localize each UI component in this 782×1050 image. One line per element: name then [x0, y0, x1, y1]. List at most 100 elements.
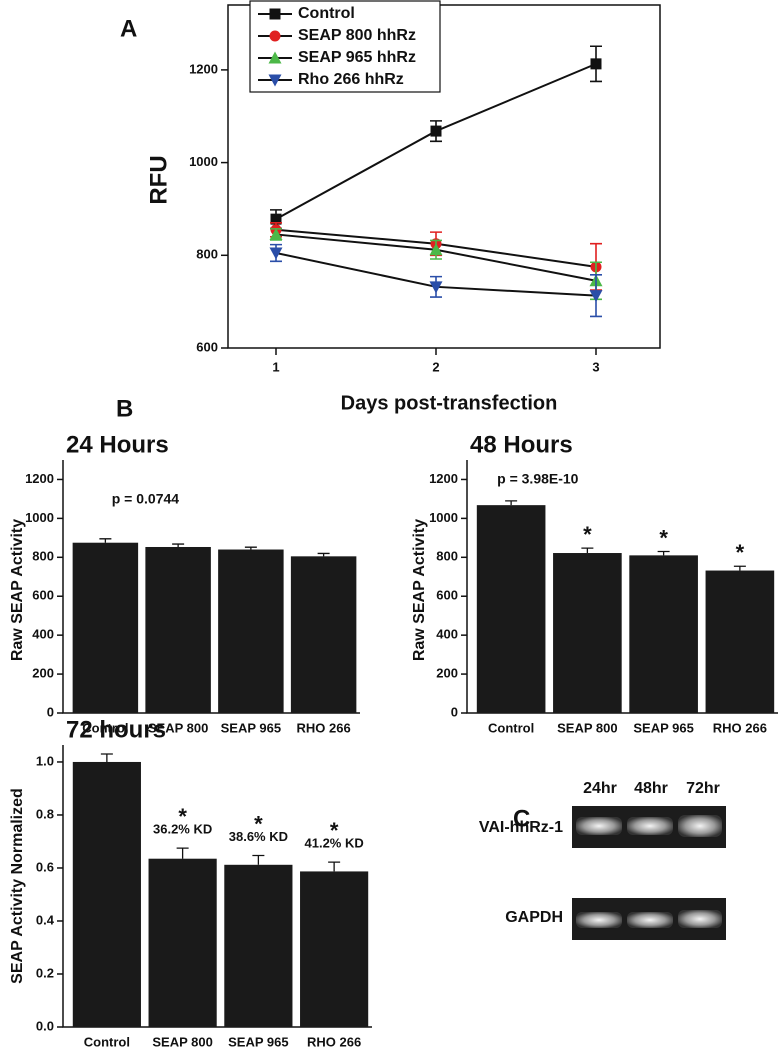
error-bar — [657, 550, 670, 556]
bar — [148, 858, 217, 1027]
marker — [430, 125, 442, 137]
x-tick-label: Control — [82, 720, 128, 735]
lane-label: 24hr — [583, 780, 617, 797]
bar-note: 36.2% KD — [153, 822, 212, 837]
y-tick-label: 1000 — [25, 510, 54, 525]
chart-title: 48 Hours — [470, 431, 573, 458]
x-tick-label: SEAP 965 — [228, 1034, 288, 1049]
marker — [589, 290, 603, 303]
y-tick-label: 600 — [436, 588, 458, 603]
y-tick-label: 1200 — [189, 61, 218, 76]
bar — [300, 871, 369, 1027]
x-tick-label: 2 — [432, 359, 439, 374]
bar — [72, 761, 141, 1027]
legend-label: Rho 266 hhRz — [298, 71, 404, 88]
chart-title: 24 Hours — [66, 431, 169, 458]
bar — [290, 556, 357, 713]
annotation: p = 3.98E-10 — [497, 471, 579, 487]
legend-label: Control — [298, 5, 355, 22]
y-tick-label: 200 — [436, 666, 458, 681]
y-tick-label: 1000 — [429, 510, 458, 525]
significance-mark: * — [330, 818, 339, 843]
significance-mark: * — [583, 522, 592, 547]
significance-mark: * — [659, 525, 668, 550]
bar — [218, 549, 284, 713]
gel-band — [627, 817, 673, 835]
gel-panel: C 24hr 48hr 72hr VAI-hhRz-1 GAPDH — [479, 780, 726, 940]
y-axis-label: Raw SEAP Activity — [9, 519, 26, 661]
gel-band — [576, 912, 622, 928]
lane-label: 72hr — [686, 780, 720, 797]
error-bar — [733, 565, 746, 571]
y-tick-label: 200 — [32, 666, 54, 681]
chart: B 0 200 400 600 800 1000 1200 24 Hours Raw SEAP A… — [9, 395, 360, 735]
marker — [590, 58, 602, 70]
y-tick-label: 0 — [451, 704, 458, 719]
error-bar — [244, 546, 257, 550]
y-tick-label: 1200 — [25, 471, 54, 486]
x-tick-label: SEAP 800 — [152, 1034, 212, 1049]
y-tick-label: 600 — [32, 588, 54, 603]
error-bar — [176, 847, 189, 859]
y-tick-label: 0.8 — [36, 806, 54, 821]
lane-label: 48hr — [634, 780, 668, 797]
marker — [270, 213, 282, 225]
legend: Control SEAP 800 hhRz SEAP 965 hhRz Rho 266… — [249, 0, 441, 93]
gel-band — [576, 817, 622, 835]
error-bar — [172, 543, 185, 547]
panel-label: A — [120, 15, 137, 42]
significance-mark: * — [736, 540, 745, 565]
marker — [429, 243, 443, 256]
annotation: p = 0.0744 — [112, 491, 180, 507]
y-tick-label: 0.6 — [36, 859, 54, 874]
x-tick-label: SEAP 800 — [557, 720, 617, 735]
x-tick-label: RHO 266 — [307, 1034, 361, 1049]
bar — [705, 570, 775, 713]
plot-frame — [227, 4, 661, 349]
error-bar — [252, 854, 265, 865]
chart: 0.0 0.2 0.4 0.6 0.8 1.0 72 hours SEAP Activity … — [9, 716, 372, 1049]
x-tick-label: Control — [84, 1034, 130, 1049]
bar-note: 41.2% KD — [305, 836, 364, 851]
bar — [145, 546, 211, 713]
x-tick-label: Control — [488, 720, 534, 735]
y-tick-label: 1000 — [189, 154, 218, 169]
legend-label: SEAP 800 hhRz — [298, 27, 416, 44]
row-label: GAPDH — [505, 909, 563, 926]
significance-mark: * — [254, 811, 263, 836]
y-tick-label: 400 — [436, 627, 458, 642]
chart: 0 200 400 600 800 1000 1200 48 Hours Raw SEAP Ac… — [411, 431, 778, 735]
error-bar — [505, 500, 518, 506]
marker — [269, 8, 281, 20]
y-tick-label: 0.4 — [36, 912, 55, 927]
bar — [629, 555, 698, 713]
x-tick-label: RHO 266 — [713, 720, 767, 735]
error-bar — [99, 538, 112, 543]
x-tick-label: 3 — [592, 359, 599, 374]
chart: A 600 800 1000 1200 1 2 3 RFU Days post-transfect… — [120, 0, 661, 414]
x-tick-label: SEAP 800 — [148, 720, 208, 735]
row-label: VAI-hhRz-1 — [479, 819, 563, 836]
gel-band — [678, 815, 722, 837]
y-tick-label: 800 — [196, 247, 218, 262]
panel-label: B — [116, 395, 133, 422]
y-tick-label: 800 — [32, 549, 54, 564]
y-tick-label: 400 — [32, 627, 54, 642]
error-bar — [581, 547, 594, 554]
marker — [269, 30, 281, 42]
x-tick-label: 1 — [272, 359, 279, 374]
marker — [268, 51, 282, 64]
bar — [72, 542, 139, 713]
bar — [553, 553, 622, 713]
marker — [269, 247, 283, 260]
bar-note: 38.6% KD — [229, 829, 288, 844]
y-tick-label: 1200 — [429, 471, 458, 486]
gel-band — [627, 912, 673, 928]
error-bar — [317, 552, 330, 557]
x-tick-label: SEAP 965 — [221, 720, 281, 735]
x-tick-label: SEAP 965 — [633, 720, 693, 735]
marker — [429, 281, 443, 294]
y-tick-label: 600 — [196, 339, 218, 354]
chart-title: 72 hours — [66, 716, 166, 743]
